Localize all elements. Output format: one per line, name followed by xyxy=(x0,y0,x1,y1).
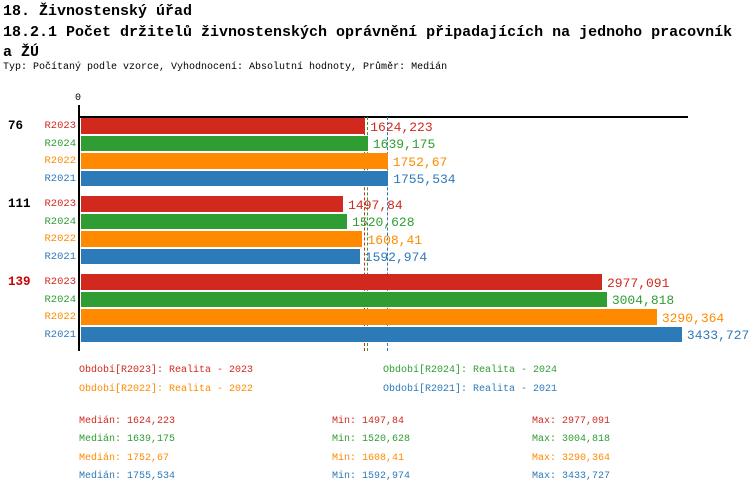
bar-value-label: 1497,84 xyxy=(348,197,403,213)
series-tick-label-R2022: R2022 xyxy=(44,233,76,245)
series-tick-label-R2022: R2022 xyxy=(44,155,76,167)
median-line-R2024 xyxy=(366,117,368,351)
x-axis-line xyxy=(78,115,688,118)
stat-min-R2023: Min: 1497,84 xyxy=(332,415,405,427)
group-label-76: 76 xyxy=(8,119,24,133)
series-tick-label-R2023: R2023 xyxy=(44,120,76,132)
series-tick-label-R2024: R2024 xyxy=(44,215,76,228)
stat-median-R2022: Medián: 1752,67 xyxy=(79,452,170,464)
bar-139-R2021 xyxy=(81,326,682,342)
bar-value-label: 3004,818 xyxy=(611,293,675,308)
legend-item-R2024: Období[R2024]: Realita - 2024 xyxy=(383,365,558,376)
bar-value-label: 1639,175 xyxy=(372,137,436,152)
x-axis-origin-tick-label: 0 xyxy=(75,93,82,104)
legend-item-R2022: Období[R2022]: Realita - 2022 xyxy=(79,384,254,395)
stat-min-R2021: Min: 1592,974 xyxy=(332,471,411,482)
bar-76-R2023 xyxy=(81,118,366,134)
bar-111-R2023 xyxy=(81,196,344,212)
bar-value-label: 1752,67 xyxy=(392,154,448,170)
group-label-139: 139 xyxy=(8,275,31,289)
chart-meta-line: Typ: Počítaný podle vzorce, Vyhodnocení:… xyxy=(3,62,448,73)
bar-111-R2022 xyxy=(81,231,363,247)
bar-value-label: 1755,534 xyxy=(393,172,456,187)
bar-76-R2021 xyxy=(81,170,389,186)
median-line-R2023 xyxy=(364,117,366,351)
bar-139-R2022 xyxy=(81,309,657,325)
report-section-title: 18. Živnostenský úřad xyxy=(3,3,193,20)
series-tick-label-R2021: R2021 xyxy=(44,328,76,341)
series-tick-label-R2023: R2023 xyxy=(44,198,76,210)
series-tick-label-R2022: R2022 xyxy=(44,311,76,323)
bar-value-label: 3433,727 xyxy=(686,328,750,343)
stat-max-R2024: Max: 3004,818 xyxy=(532,434,611,445)
stat-max-R2022: Max: 3290,364 xyxy=(532,452,611,464)
bar-value-label: 1592,974 xyxy=(364,250,428,265)
series-tick-label-R2021: R2021 xyxy=(44,250,76,263)
bar-76-R2022 xyxy=(81,153,388,169)
stat-max-R2023: Max: 2977,091 xyxy=(532,415,611,427)
stat-min-R2024: Min: 1520,628 xyxy=(332,434,411,445)
bar-139-R2023 xyxy=(81,274,602,290)
chart-title-line-1: 18.2.1 Počet držitelů živnostenských opr… xyxy=(3,23,733,41)
bar-value-label: 1520,628 xyxy=(352,215,415,230)
series-tick-label-R2021: R2021 xyxy=(44,172,76,185)
series-tick-label-R2024: R2024 xyxy=(44,137,76,150)
bar-139-R2024 xyxy=(81,291,607,307)
stat-max-R2021: Max: 3433,727 xyxy=(532,471,611,482)
legend-item-R2021: Období[R2021]: Realita - 2021 xyxy=(383,384,558,395)
bar-111-R2024 xyxy=(81,213,348,229)
bar-value-label: 2977,091 xyxy=(606,275,670,291)
median-line-R2021 xyxy=(387,117,389,351)
bar-value-label: 3290,364 xyxy=(661,310,725,326)
stat-median-R2023: Medián: 1624,223 xyxy=(79,415,176,427)
series-tick-label-R2024: R2024 xyxy=(44,293,76,306)
bar-value-label: 1608,41 xyxy=(367,232,423,248)
series-tick-label-R2023: R2023 xyxy=(44,276,76,288)
legend-item-R2023: Období[R2023]: Realita - 2023 xyxy=(79,365,254,376)
bar-76-R2024 xyxy=(81,135,368,151)
stat-median-R2021: Medián: 1755,534 xyxy=(79,471,176,482)
stat-min-R2022: Min: 1608,41 xyxy=(332,452,405,464)
stat-median-R2024: Medián: 1639,175 xyxy=(79,434,176,445)
bar-value-label: 1624,223 xyxy=(370,119,433,135)
group-label-111: 111 xyxy=(8,197,31,211)
y-axis-line xyxy=(78,105,80,351)
chart-title-line-2: a ŽÚ xyxy=(3,44,40,61)
bar-111-R2021 xyxy=(81,248,360,264)
